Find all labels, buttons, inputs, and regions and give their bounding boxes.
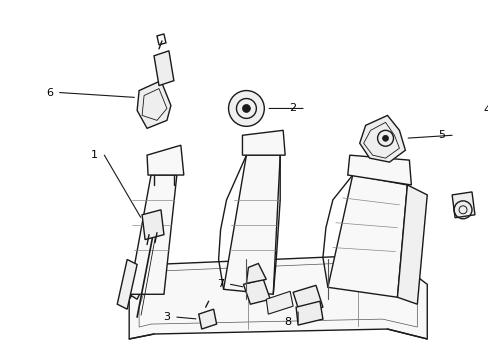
Polygon shape [154,51,174,86]
Polygon shape [147,145,183,175]
Text: 8: 8 [284,317,291,327]
Polygon shape [451,192,474,218]
Polygon shape [243,279,270,304]
Polygon shape [296,301,322,325]
Polygon shape [117,260,137,309]
Polygon shape [246,264,266,283]
Polygon shape [129,175,177,294]
Polygon shape [137,81,171,128]
Text: 2: 2 [289,103,296,113]
Polygon shape [359,116,405,162]
Polygon shape [397,185,427,304]
Text: 4: 4 [482,105,488,116]
Polygon shape [266,291,292,314]
Text: 7: 7 [217,279,224,289]
Polygon shape [223,155,280,294]
Text: 6: 6 [46,87,53,98]
Circle shape [228,91,264,126]
Polygon shape [198,309,216,329]
Polygon shape [327,175,407,297]
Polygon shape [292,285,322,314]
Polygon shape [347,155,410,185]
Circle shape [382,135,388,141]
Text: 5: 5 [438,130,445,140]
Polygon shape [242,130,285,155]
Circle shape [242,104,250,112]
Polygon shape [129,255,427,339]
Polygon shape [142,210,163,240]
Polygon shape [129,260,154,299]
Text: 3: 3 [163,312,170,322]
Text: 1: 1 [91,150,98,160]
